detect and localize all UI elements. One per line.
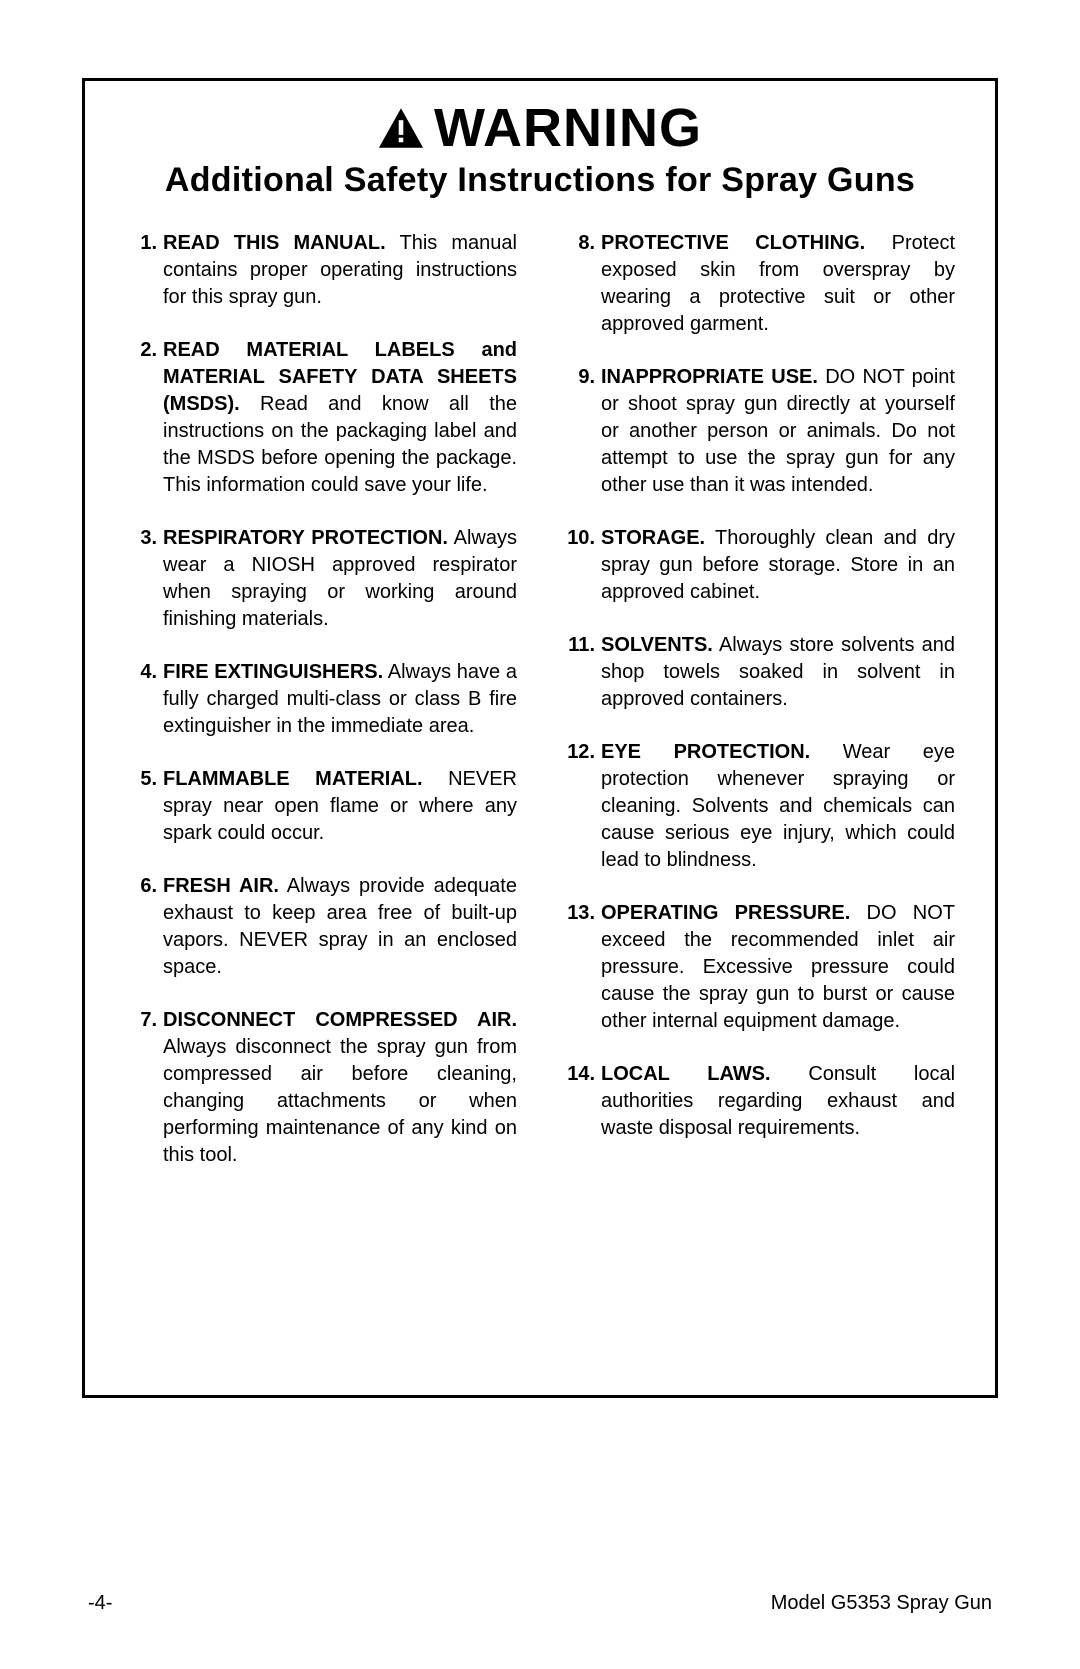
rule-item: FRESH AIR. Always provide adequate exhau… bbox=[125, 873, 517, 981]
rule-title: STORAGE. bbox=[601, 527, 705, 549]
rule-item: INAPPROPRIATE USE. DO NOT point or shoot… bbox=[563, 364, 955, 499]
rule-item: FLAMMABLE MATERIAL. NEVER spray near ope… bbox=[125, 766, 517, 847]
rule-title: LOCAL LAWS. bbox=[601, 1063, 771, 1085]
subtitle: Additional Safety Instructions for Spray… bbox=[125, 161, 955, 200]
rule-title: PROTECTIVE CLOTHING. bbox=[601, 232, 865, 254]
rule-title: INAPPROPRIATE USE. bbox=[601, 366, 818, 388]
rule-title: FIRE EXTINGUISHERS. bbox=[163, 661, 383, 683]
rule-title: DISCONNECT COMPRESSED AIR. bbox=[163, 1009, 517, 1031]
rule-title: FRESH AIR. bbox=[163, 875, 279, 897]
content-frame: WARNING Additional Safety Instructions f… bbox=[82, 78, 998, 1398]
rule-title: EYE PROTECTION. bbox=[601, 741, 810, 763]
warning-heading: WARNING bbox=[434, 97, 702, 159]
rule-item: READ THIS MANUAL. This manual contains p… bbox=[125, 230, 517, 311]
rule-item: PROTECTIVE CLOTHING. Protect exposed ski… bbox=[563, 230, 955, 338]
rule-item: EYE PROTECTION. Wear eye protection when… bbox=[563, 739, 955, 874]
columns: READ THIS MANUAL. This manual contains p… bbox=[125, 230, 955, 1195]
rule-item: RESPIRATORY PROTECTION. Always wear a NI… bbox=[125, 525, 517, 633]
rule-item: STORAGE. Thoroughly clean and dry spray … bbox=[563, 525, 955, 606]
rule-item: DISCONNECT COMPRESSED AIR. Always discon… bbox=[125, 1007, 517, 1169]
rule-item: SOLVENTS. Always store solvents and shop… bbox=[563, 632, 955, 713]
rule-title: RESPIRATORY PROTECTION. bbox=[163, 527, 448, 549]
rule-title: FLAMMABLE MATERIAL. bbox=[163, 768, 423, 790]
rule-item: LOCAL LAWS. Consult local authorities re… bbox=[563, 1061, 955, 1142]
rules-list-left: READ THIS MANUAL. This manual contains p… bbox=[125, 230, 517, 1169]
rule-body: Always disconnect the spray gun from com… bbox=[163, 1036, 517, 1166]
rule-title: SOLVENTS. bbox=[601, 634, 713, 656]
rules-list-right: PROTECTIVE CLOTHING. Protect exposed ski… bbox=[563, 230, 955, 1142]
column-right: PROTECTIVE CLOTHING. Protect exposed ski… bbox=[563, 230, 955, 1195]
footer-model: Model G5353 Spray Gun bbox=[771, 1592, 992, 1615]
warning-triangle-icon bbox=[378, 107, 424, 149]
rule-item: READ MATERIAL LABELS and MATERIAL SAFETY… bbox=[125, 337, 517, 499]
document-page: WARNING Additional Safety Instructions f… bbox=[0, 0, 1080, 1669]
rule-title: READ THIS MANUAL. bbox=[163, 232, 386, 254]
rule-title: OPERATING PRESSURE. bbox=[601, 902, 850, 924]
heading-row: WARNING bbox=[125, 97, 955, 159]
column-left: READ THIS MANUAL. This manual contains p… bbox=[125, 230, 517, 1195]
rule-item: FIRE EXTINGUISHERS. Always have a fully … bbox=[125, 659, 517, 740]
rule-item: OPERATING PRESSURE. DO NOT exceed the re… bbox=[563, 900, 955, 1035]
footer-page-number: -4- bbox=[88, 1592, 112, 1615]
